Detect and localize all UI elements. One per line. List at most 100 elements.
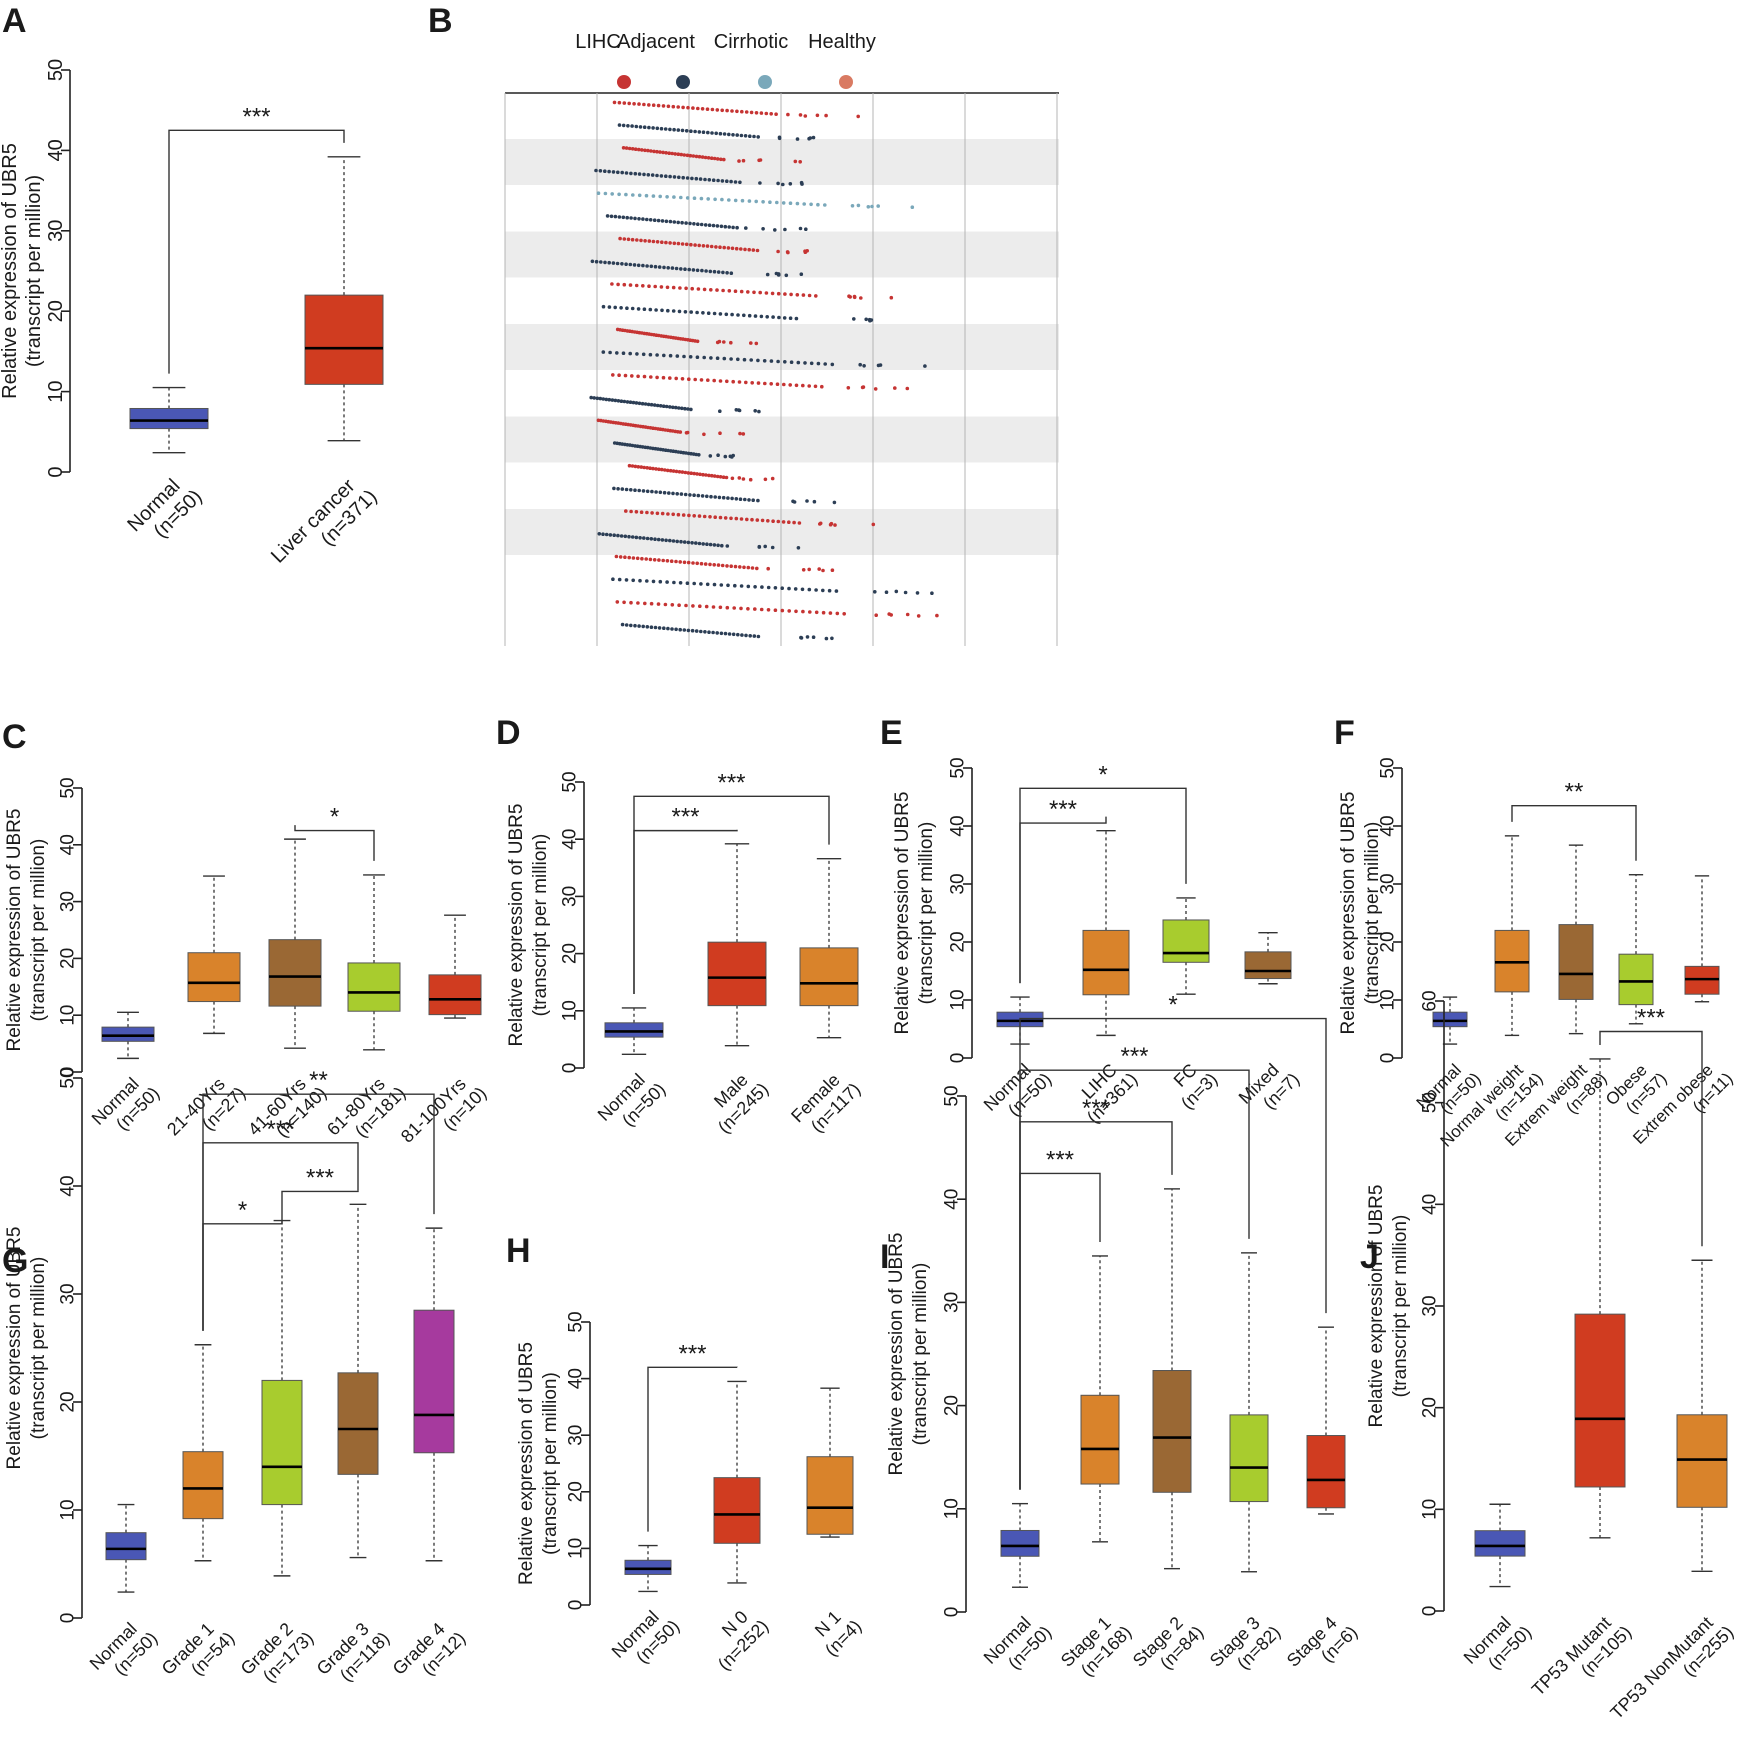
b-dot	[820, 384, 824, 389]
b-dot	[684, 286, 688, 291]
b-dot	[625, 306, 629, 311]
b-dot	[655, 240, 660, 244]
b-dot	[718, 431, 722, 436]
b-dot	[707, 630, 711, 634]
b-dot	[730, 476, 735, 481]
b-dot	[659, 285, 664, 289]
b-dot	[676, 152, 681, 156]
b-dot	[821, 588, 825, 593]
b-dot	[650, 173, 655, 177]
b-dot	[672, 241, 677, 246]
b-dot	[633, 147, 638, 151]
y-axis-label-units: (transcript per million)	[910, 1263, 931, 1446]
b-dot	[821, 610, 826, 615]
b-dot	[668, 405, 672, 409]
b-dot	[747, 498, 751, 502]
b-dot	[637, 401, 642, 406]
b-dot	[691, 154, 696, 158]
b-dot	[697, 130, 702, 134]
y-tick-label: 40	[560, 829, 581, 850]
b-dot	[722, 157, 726, 162]
b-dot	[616, 533, 620, 538]
b-dot	[625, 443, 630, 447]
b-dot	[764, 111, 769, 116]
b-dot	[765, 315, 769, 319]
y-tick-label: 40	[948, 815, 969, 836]
b-dot	[683, 492, 688, 497]
b-dot	[684, 129, 689, 133]
b-dot	[755, 518, 760, 522]
b-dot	[792, 500, 797, 504]
b-dot	[630, 237, 635, 242]
b-dot	[746, 290, 750, 294]
b-dot	[631, 556, 636, 560]
b-dot	[656, 447, 660, 451]
panel-label: G	[2, 1242, 28, 1280]
b-dot	[824, 636, 829, 641]
b-dot	[800, 587, 805, 592]
b-dot	[642, 172, 646, 177]
b-dot	[648, 466, 652, 471]
b-dot	[674, 627, 678, 632]
significance-bracket	[1019, 787, 1187, 984]
b-dot	[694, 629, 699, 633]
b-dot	[792, 520, 796, 525]
b-dot	[722, 356, 727, 361]
b-dot	[723, 631, 728, 636]
b-dot	[795, 201, 800, 206]
box-2	[268, 939, 322, 1007]
b-dot	[733, 198, 738, 203]
b-dot	[688, 153, 693, 158]
b-dot	[634, 283, 639, 288]
b-dot	[675, 492, 679, 496]
b-dot	[660, 511, 665, 516]
b-dot	[740, 109, 744, 114]
b-dot	[757, 158, 761, 163]
b-dot	[799, 272, 804, 277]
b-dot	[713, 197, 717, 202]
significance-bracket	[1019, 1069, 1250, 1490]
b-dot	[682, 628, 687, 632]
b-dot	[786, 112, 790, 117]
b-dot	[848, 295, 852, 299]
panel-j: J 0 10 20 30 40 50 60 Relative expression of UBR…	[1360, 990, 1737, 1723]
b-dot	[661, 104, 666, 108]
b-dot	[705, 494, 709, 499]
b-dot	[689, 242, 693, 247]
y-tick-label: 10	[948, 989, 969, 1010]
category-label: Stage 2(n=84)	[1129, 1607, 1208, 1686]
b-dot	[630, 147, 635, 151]
y-tick-label: 40	[45, 139, 67, 161]
b-dot	[678, 581, 683, 585]
b-dot	[645, 536, 650, 541]
b-dot	[638, 125, 643, 129]
significance-bracket	[202, 1206, 283, 1331]
b-dot	[801, 609, 805, 614]
b-dot	[776, 291, 781, 296]
b-dot	[729, 179, 733, 184]
b-dot	[636, 465, 641, 469]
b-dot	[755, 566, 759, 571]
b-dot	[658, 490, 663, 495]
b-dot	[711, 178, 716, 182]
box-1	[707, 941, 767, 1007]
significance-label: ***	[1082, 1095, 1110, 1122]
y-axis-label-units: (transcript per million)	[540, 1372, 561, 1555]
b-dot	[695, 268, 700, 273]
y-tick-label: 50	[560, 771, 581, 792]
y-axis-label-units: (transcript per million)	[23, 175, 45, 367]
b-dot	[823, 362, 827, 366]
b-dot	[630, 535, 635, 539]
b-dot	[669, 559, 674, 563]
b-dot	[781, 201, 786, 205]
b-dot	[664, 174, 668, 178]
b-dot	[811, 135, 816, 140]
b-dot	[656, 602, 661, 606]
b-dot	[642, 307, 647, 312]
b-dot	[736, 632, 740, 637]
b-dot	[759, 607, 764, 612]
b-dot	[664, 219, 669, 224]
b-dot	[668, 219, 673, 224]
b-dot	[645, 625, 650, 629]
b-dot	[828, 611, 833, 615]
